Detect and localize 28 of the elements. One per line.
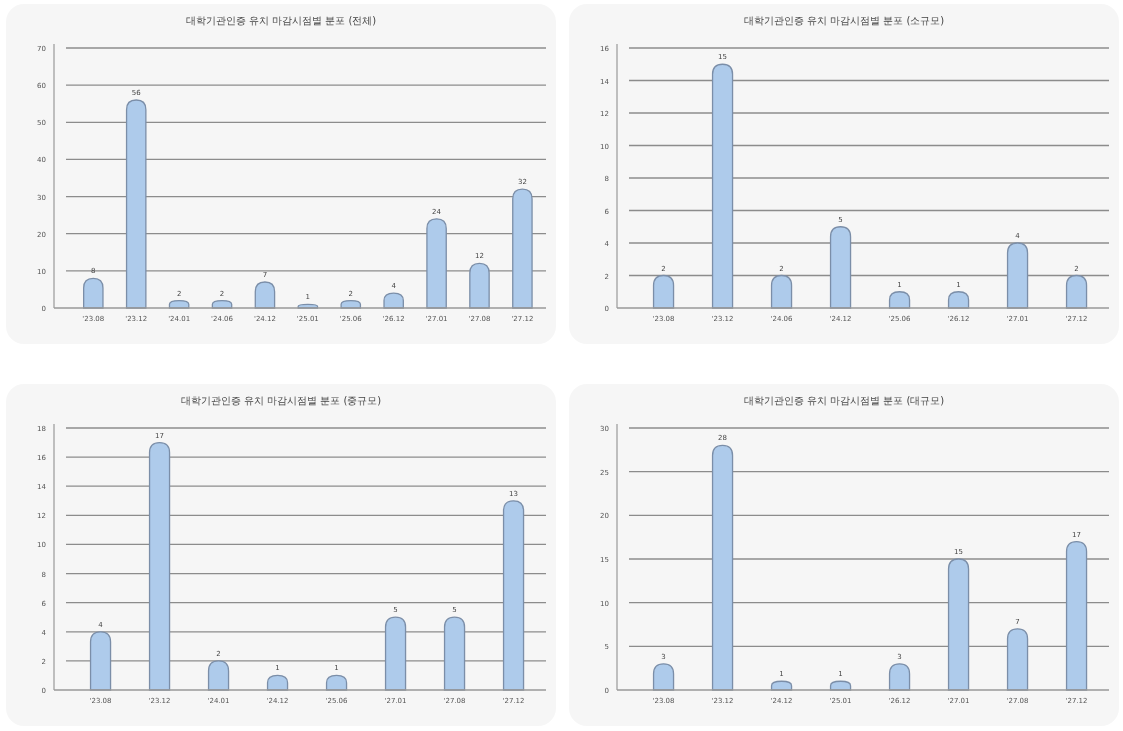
- bar: [947, 558, 970, 691]
- bar: [1065, 540, 1088, 691]
- bar: [711, 444, 734, 691]
- bar: [207, 660, 230, 691]
- bar: [89, 631, 112, 691]
- bar: [512, 188, 533, 309]
- bar: [148, 441, 171, 691]
- bar: [1006, 628, 1029, 691]
- bar: [1065, 274, 1088, 309]
- bar: [469, 262, 490, 309]
- bar: [502, 500, 525, 691]
- bar: [426, 218, 447, 309]
- bar: [770, 274, 793, 309]
- chart-title: 대학기관인증 유치 마감시점별 분포 (중규모): [180, 395, 382, 406]
- bar: [1006, 242, 1029, 309]
- bar: [652, 274, 675, 309]
- bar: [829, 226, 852, 309]
- bar: [888, 663, 911, 691]
- chart-title: 대학기관인증 유치 마감시점별 분포 (대규모): [743, 395, 945, 406]
- bar: [254, 281, 276, 309]
- chart-title: 대학기관인증 유치 마감시점별 분포 (전체): [185, 15, 377, 26]
- bar: [711, 63, 734, 309]
- bar: [83, 277, 104, 309]
- chart-title: 대학기관인증 유치 마감시점별 분포 (소규모): [743, 15, 945, 26]
- bar: [443, 616, 466, 691]
- bar: [384, 616, 407, 691]
- bar: [652, 663, 675, 691]
- bar: [125, 99, 147, 309]
